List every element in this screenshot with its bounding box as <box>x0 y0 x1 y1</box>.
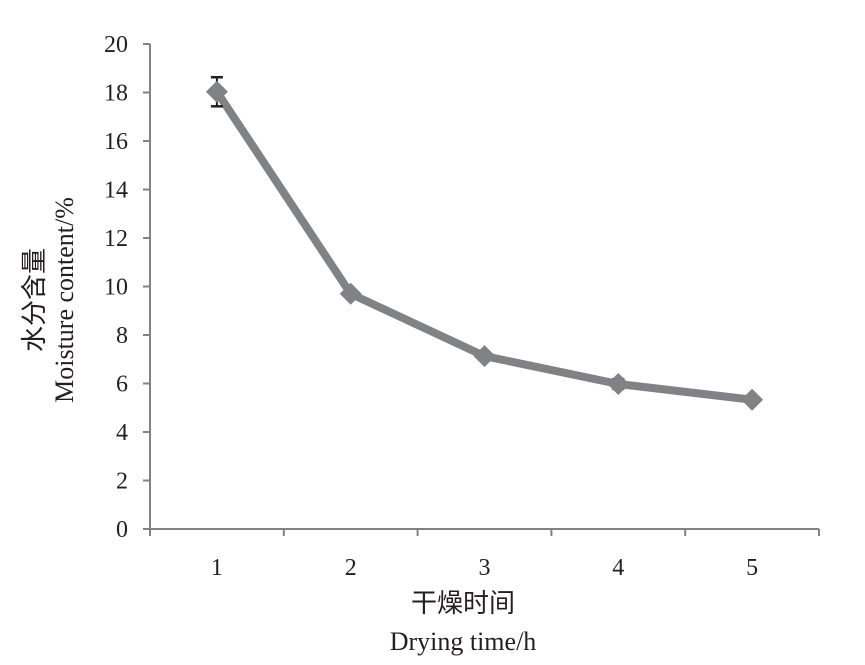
y-tick-label: 4 <box>116 420 128 446</box>
y-tick-label: 12 <box>104 226 128 252</box>
x-tick-label: 1 <box>211 555 223 581</box>
axes <box>143 43 820 536</box>
data-point-marker <box>741 388 764 411</box>
y-tick-label: 20 <box>104 32 128 58</box>
series <box>205 75 764 411</box>
y-tick-label: 0 <box>116 517 128 543</box>
x-axis-label-cn: 干燥时间 <box>411 589 515 618</box>
y-tick-label: 2 <box>116 469 128 495</box>
y-axis-label-cn: 水分含量 <box>20 248 49 352</box>
data-point-marker <box>607 372 630 395</box>
y-tick-labels: 0 2 4 6 8 10 12 14 16 18 20 <box>104 32 128 543</box>
x-tick-label: 5 <box>746 555 758 581</box>
x-tick-labels: 1 2 3 4 5 <box>211 555 758 581</box>
y-tick-label: 10 <box>104 275 128 301</box>
data-point-marker <box>205 80 228 103</box>
data-point-marker <box>473 345 496 368</box>
y-tick-label: 16 <box>104 129 128 155</box>
x-axis-label: Drying time/h <box>390 627 537 656</box>
y-tick-label: 14 <box>104 178 128 204</box>
x-tick-label: 2 <box>345 555 357 581</box>
data-point-marker <box>339 282 362 305</box>
y-axis-label: Moisture content/% <box>50 197 79 403</box>
x-tick-label: 3 <box>479 555 491 581</box>
y-tick-label: 6 <box>116 372 128 398</box>
x-tick-label: 4 <box>612 555 624 581</box>
y-tick-label: 8 <box>116 323 128 349</box>
y-tick-label: 18 <box>104 81 128 107</box>
